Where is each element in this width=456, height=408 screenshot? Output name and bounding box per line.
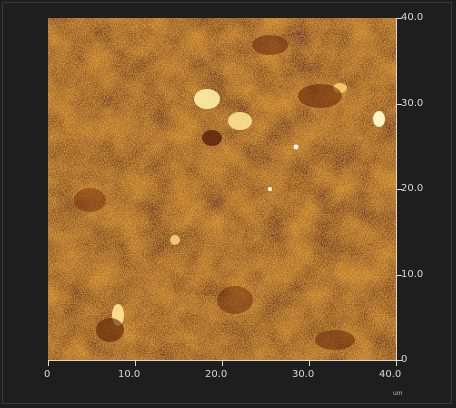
frame-border: [2, 2, 452, 404]
scan-image: [48, 18, 396, 360]
x-tick-label: 40.0: [379, 369, 402, 380]
y-tick-label: 0: [401, 354, 408, 365]
y-tick-label: 30.0: [401, 98, 424, 109]
x-tick-label: 20.0: [205, 369, 228, 380]
unit-label: um: [393, 390, 403, 397]
x-tick-label: 10.0: [118, 369, 141, 380]
x-tick-label: 0: [44, 369, 51, 380]
y-tick-label: 10.0: [401, 269, 424, 280]
y-tick-label: 40.0: [401, 12, 424, 23]
y-tick-label: 20.0: [401, 183, 424, 194]
axes: [48, 18, 402, 366]
x-tick-label: 30.0: [292, 369, 315, 380]
